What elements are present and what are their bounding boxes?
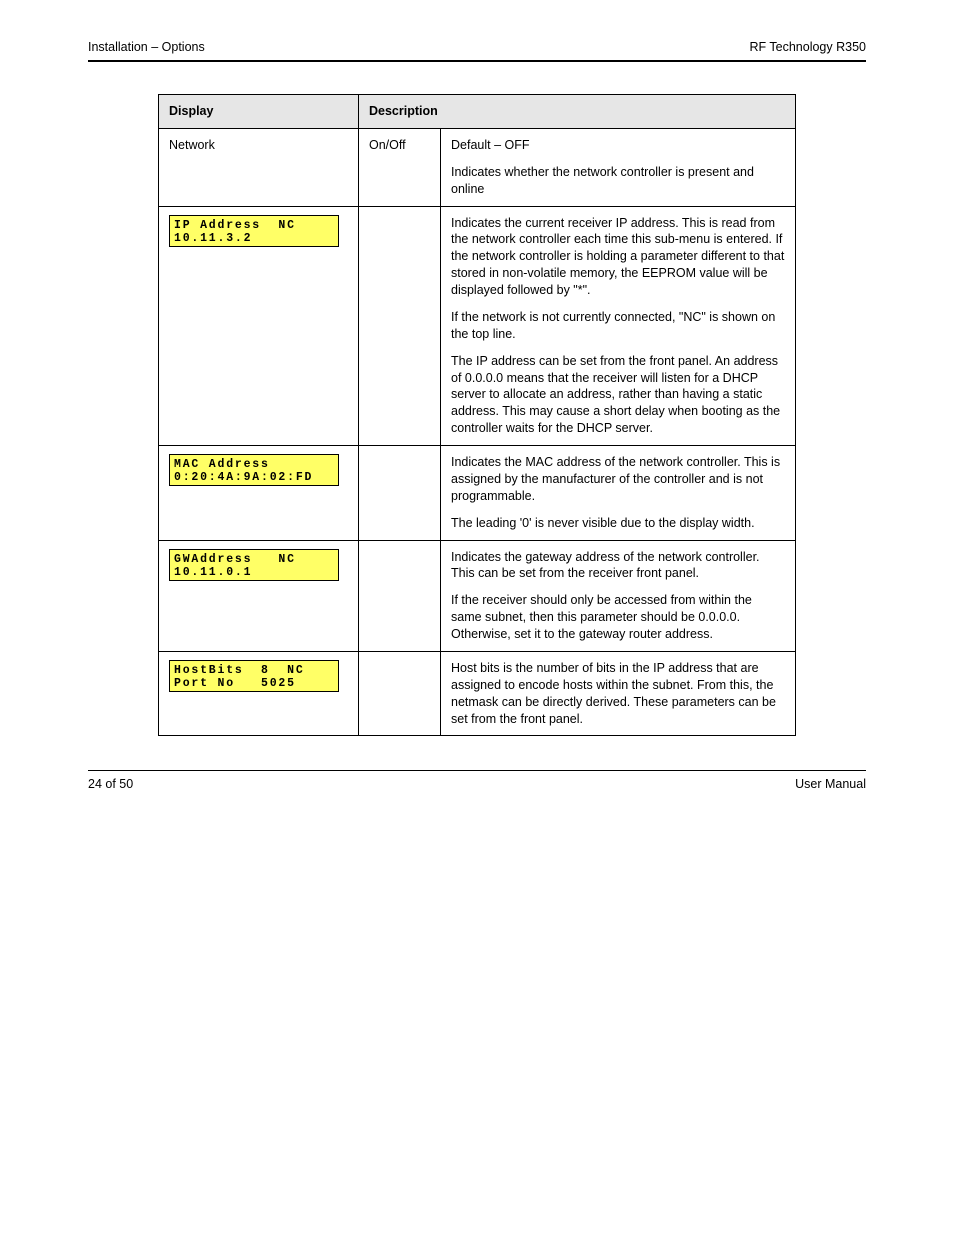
desc-cell: Indicates the current receiver IP addres…: [441, 206, 796, 446]
header-right: RF Technology R350: [749, 40, 866, 54]
table-row: GWAddress NC 10.11.0.1 Indicates the gat…: [159, 540, 796, 651]
lcd-line: HostBits 8 NC: [174, 664, 305, 677]
settings-table: Display Description Network On/Off Defau…: [158, 94, 796, 736]
table-header-row: Display Description: [159, 95, 796, 129]
display-cell: HostBits 8 NC Port No 5025: [159, 651, 359, 736]
display-cell: MAC Address 0:20:4A:9A:02:FD: [159, 446, 359, 541]
lcd-display: GWAddress NC 10.11.0.1: [169, 549, 339, 581]
desc-para: Indicates the gateway address of the net…: [451, 549, 785, 583]
col-description: Description: [359, 95, 796, 129]
display-label: Network: [169, 138, 215, 152]
setting-cell: [359, 446, 441, 541]
lcd-display: MAC Address 0:20:4A:9A:02:FD: [169, 454, 339, 486]
lcd-line: MAC Address: [174, 458, 270, 471]
lcd-line: GWAddress NC: [174, 553, 296, 566]
desc-para: Host bits is the number of bits in the I…: [451, 660, 785, 728]
footer-left: 24 of 50: [88, 777, 133, 791]
setting-cell: On/Off: [359, 128, 441, 206]
desc-cell: Indicates the gateway address of the net…: [441, 540, 796, 651]
table-row: IP Address NC 10.11.3.2 Indicates the cu…: [159, 206, 796, 446]
footer-right: User Manual: [795, 777, 866, 791]
header-rule: [88, 60, 866, 62]
desc-para: If the receiver should only be accessed …: [451, 592, 785, 643]
header-left: Installation – Options: [88, 40, 205, 54]
display-cell: IP Address NC 10.11.3.2: [159, 206, 359, 446]
lcd-line: 0:20:4A:9A:02:FD: [174, 471, 313, 484]
desc-cell: Indicates the MAC address of the network…: [441, 446, 796, 541]
table-row: MAC Address 0:20:4A:9A:02:FD Indicates t…: [159, 446, 796, 541]
setting-cell: [359, 651, 441, 736]
page-footer: 24 of 50 User Manual: [88, 770, 866, 791]
table-row: HostBits 8 NC Port No 5025 Host bits is …: [159, 651, 796, 736]
lcd-display: IP Address NC 10.11.3.2: [169, 215, 339, 247]
display-cell: GWAddress NC 10.11.0.1: [159, 540, 359, 651]
lcd-line: 10.11.3.2: [174, 232, 252, 245]
table-row: Network On/Off Default – OFF Indicates w…: [159, 128, 796, 206]
col-display: Display: [159, 95, 359, 129]
desc-para: Indicates whether the network controller…: [451, 164, 785, 198]
desc-cell: Host bits is the number of bits in the I…: [441, 651, 796, 736]
lcd-display: HostBits 8 NC Port No 5025: [169, 660, 339, 692]
desc-para: If the network is not currently connecte…: [451, 309, 785, 343]
lcd-line: IP Address NC: [174, 219, 296, 232]
desc-para: The leading '0' is never visible due to …: [451, 515, 785, 532]
setting-cell: [359, 540, 441, 651]
desc-cell: Default – OFF Indicates whether the netw…: [441, 128, 796, 206]
desc-para: Default – OFF: [451, 137, 785, 154]
desc-para: Indicates the current receiver IP addres…: [451, 215, 785, 299]
desc-para: Indicates the MAC address of the network…: [451, 454, 785, 505]
desc-para: The IP address can be set from the front…: [451, 353, 785, 437]
setting-cell: [359, 206, 441, 446]
lcd-line: Port No 5025: [174, 677, 296, 690]
page-header: Installation – Options RF Technology R35…: [88, 40, 866, 54]
lcd-line: 10.11.0.1: [174, 566, 252, 579]
page: Installation – Options RF Technology R35…: [0, 0, 954, 851]
display-cell: Network: [159, 128, 359, 206]
